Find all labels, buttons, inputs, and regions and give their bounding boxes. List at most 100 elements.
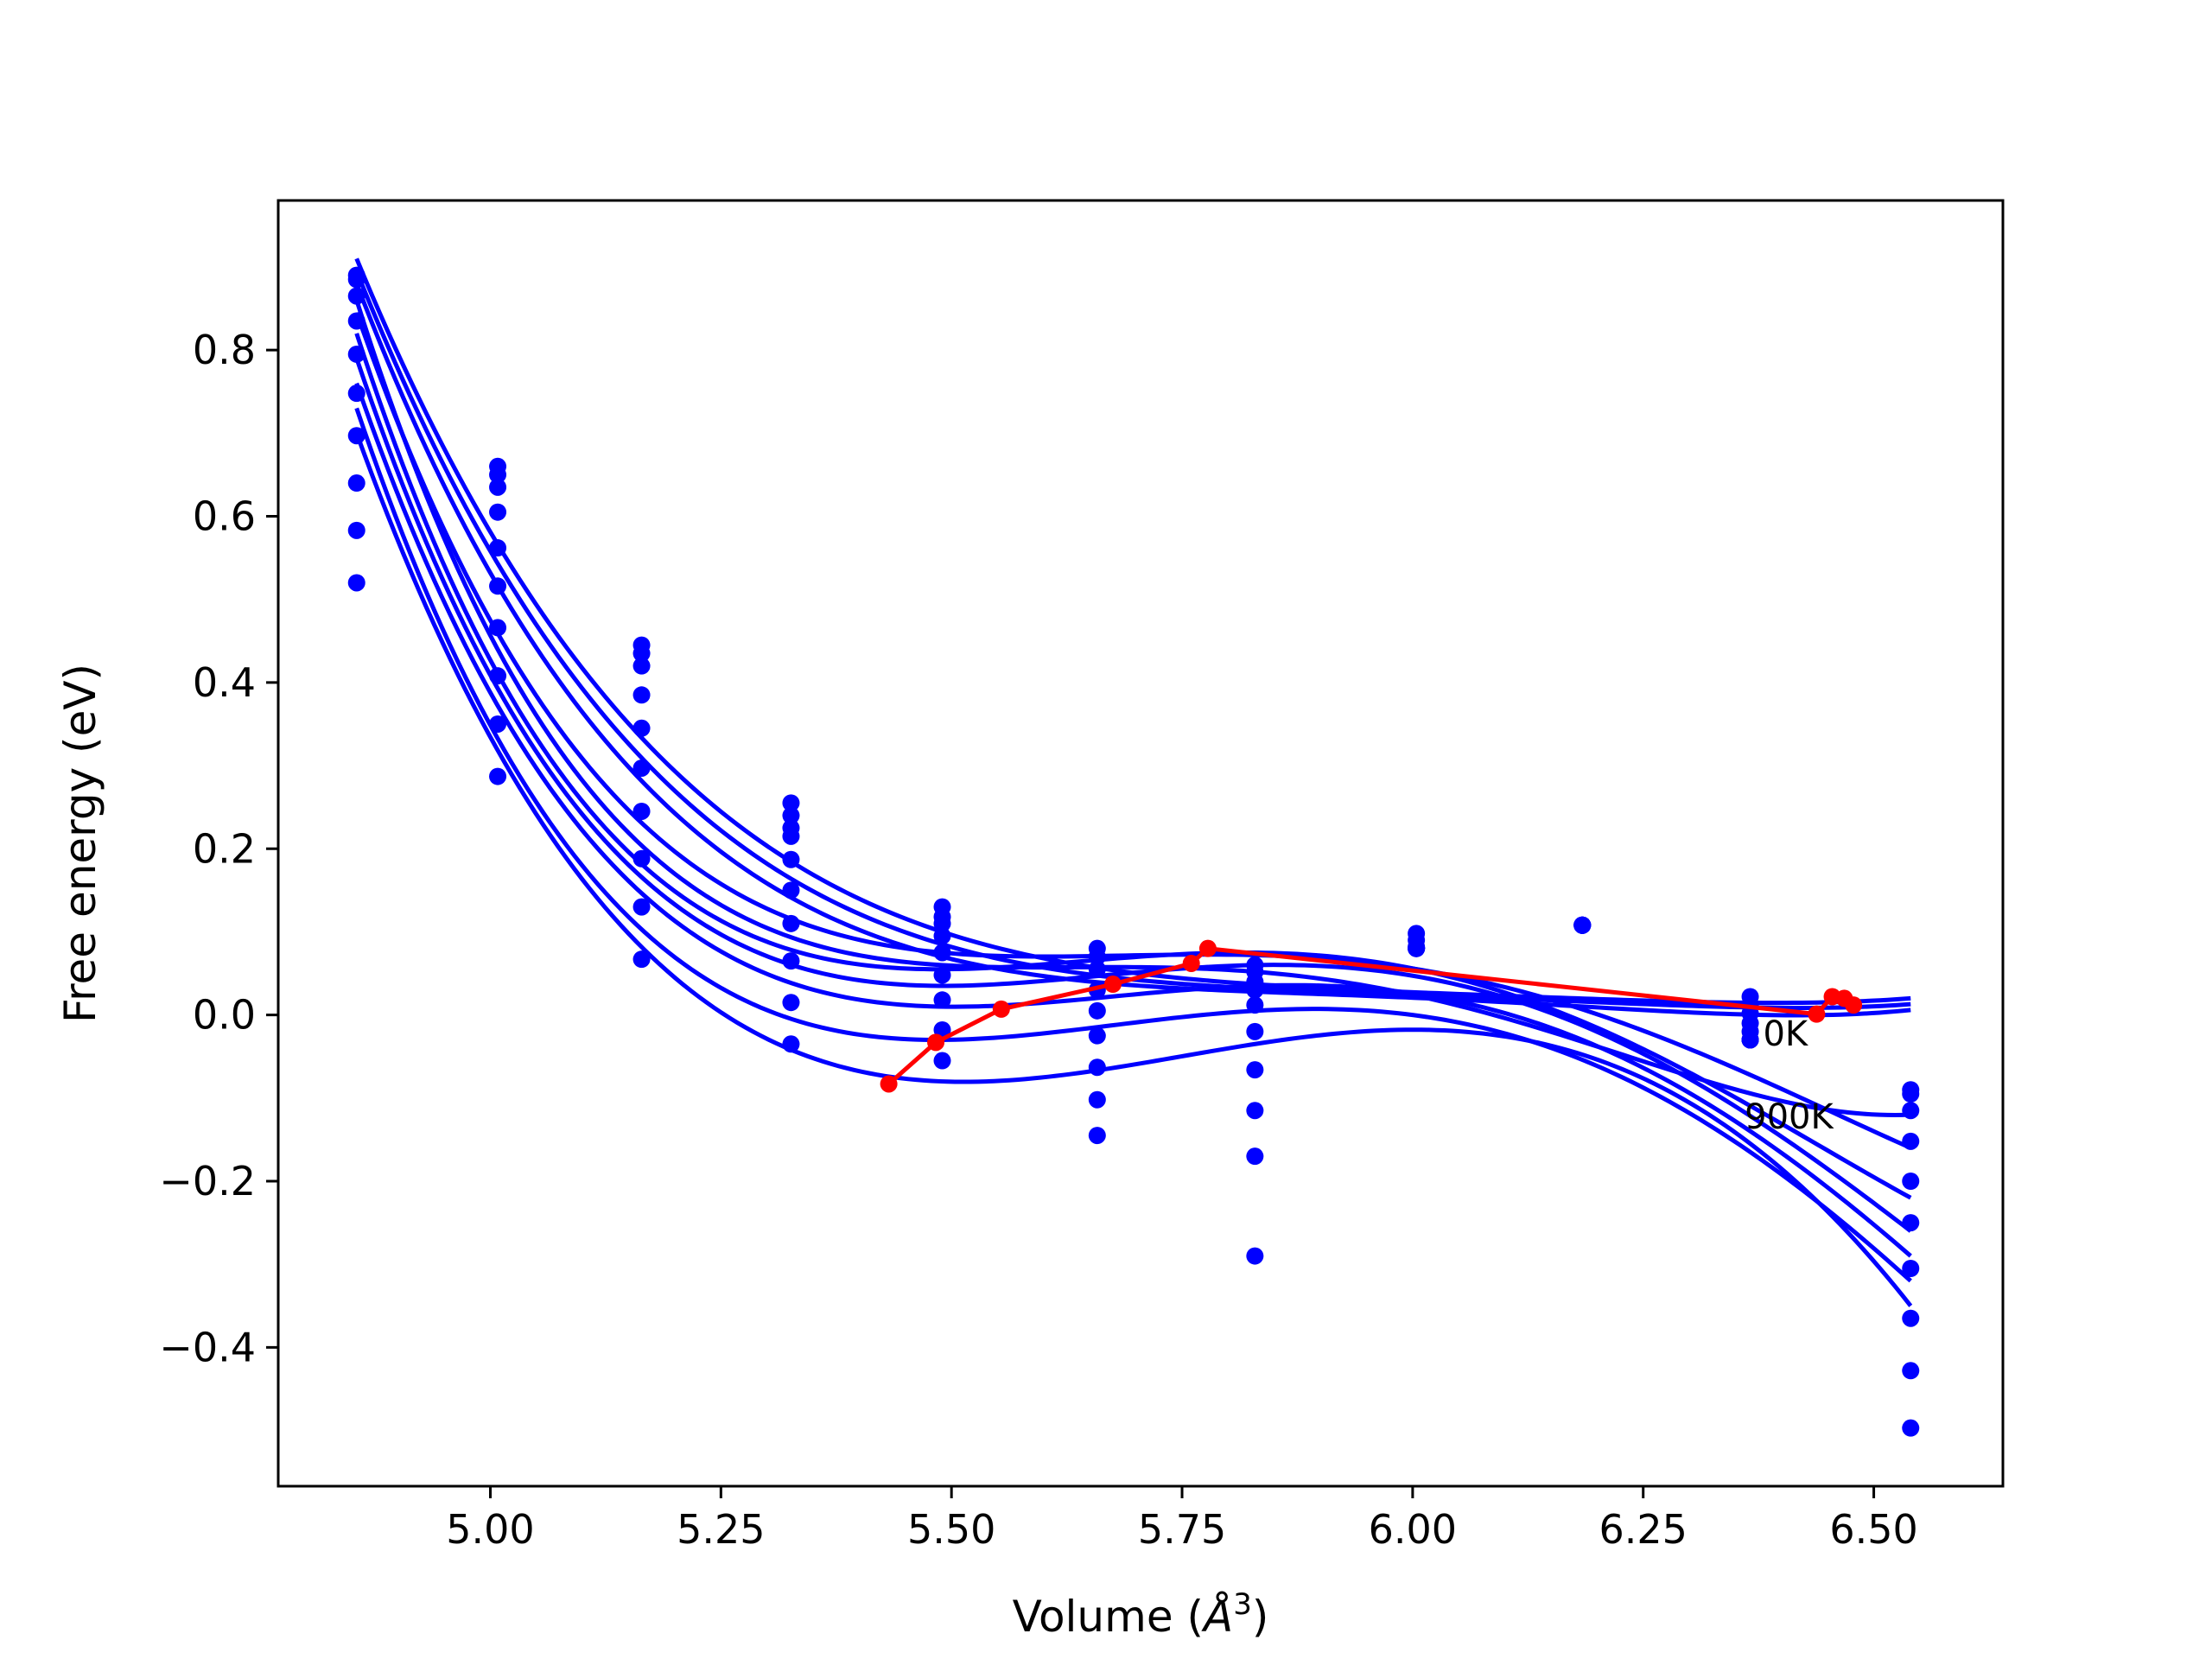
data-point-600K [632,802,651,820]
minima-line-group [880,939,1863,1093]
annotation-900K: 900K [1745,1097,1834,1137]
data-point-0K [782,794,800,812]
data-point-600K [1246,1061,1264,1079]
x-tick-label: 5.00 [446,1506,534,1553]
fit-curve-800K [354,407,1912,1283]
x-tick-label: 5.75 [1138,1506,1226,1553]
data-point-800K [1246,1147,1264,1166]
minima-point [880,1075,898,1093]
y-tick-label: 0.4 [193,659,256,706]
x-tick-label: 6.50 [1829,1506,1917,1553]
x-tick-label: 5.25 [677,1506,765,1553]
data-markers [347,266,1920,1437]
data-point-200K [489,478,507,496]
data-point-100K [347,270,365,289]
plot-frame [276,199,2005,1488]
minima-point [1808,1005,1826,1023]
fit-curve-700K [354,382,1912,1258]
minima-point [1182,954,1200,972]
data-point-400K [347,345,365,363]
data-point-900K [782,1035,800,1053]
fit-curves [354,257,1913,1307]
data-point-300K [1902,1132,1920,1150]
y-tick-label: 0.8 [193,327,256,373]
minima-point [927,1033,945,1052]
data-point-400K [1088,1001,1106,1020]
y-tick-label: 0.2 [193,825,256,872]
data-point-500K [933,966,951,984]
y-axis-ticks: −0.4 −0.2 0.0 0.2 0.4 0.6 0.8 [159,327,278,1370]
fit-curve-500K [354,333,1912,1200]
data-point-800K [782,994,800,1012]
minima-point [1198,939,1217,957]
data-point-400K [933,944,951,962]
x-tick-label: 6.00 [1369,1506,1457,1553]
data-point-900K [1573,916,1592,934]
data-point-100K [489,466,507,484]
data-point-300K [632,686,651,704]
fit-curve-300K [354,299,1911,1117]
data-point-100K [632,645,651,663]
minima-point [992,1000,1010,1018]
y-tick-label: 0.6 [193,493,256,540]
data-point-400K [1246,996,1264,1014]
data-point-600K [933,991,951,1009]
data-point-900K [632,950,651,969]
data-point-500K [489,577,507,595]
data-point-900K [1408,939,1426,957]
data-point-700K [1088,1090,1106,1109]
data-point-200K [1088,960,1106,978]
data-point-300K [782,827,800,845]
data-point-700K [1902,1309,1920,1327]
data-point-200K [933,914,951,932]
data-point-700K [347,474,365,493]
data-point-800K [933,1052,951,1070]
minima-point [1845,996,1863,1014]
data-point-900K [347,574,365,592]
data-point-400K [489,539,507,557]
data-point-900K [489,767,507,785]
data-point-900K [1246,1247,1264,1265]
data-point-100K [1902,1085,1920,1103]
data-point-500K [782,881,800,899]
data-point-500K [1246,1022,1264,1040]
data-point-300K [1246,981,1264,999]
fit-curve-600K [354,357,1912,1233]
data-point-300K [933,927,951,945]
fit-curve-900K [354,432,1913,1307]
data-point-100K [1088,948,1106,966]
data-point-800K [1088,1127,1106,1145]
data-point-400K [1902,1172,1920,1190]
data-point-700K [632,849,651,868]
y-axis-label: Free energy (eV) [55,664,105,1023]
data-point-800K [1902,1362,1920,1380]
data-point-300K [347,312,365,330]
data-point-600K [782,914,800,932]
data-point-600K [1902,1259,1920,1277]
data-point-900K [1902,1419,1920,1437]
data-point-100K [782,806,800,824]
data-point-500K [632,759,651,777]
data-point-600K [489,619,507,637]
x-tick-label: 5.50 [907,1506,995,1553]
data-point-500K [347,385,365,403]
data-point-900K [1741,1031,1759,1049]
data-point-200K [1902,1102,1920,1120]
data-point-700K [782,952,800,970]
data-point-700K [489,667,507,685]
data-point-300K [489,503,507,521]
data-point-800K [632,898,651,916]
data-point-500K [1902,1214,1920,1232]
data-point-700K [1246,1102,1264,1120]
data-point-600K [1088,1058,1106,1077]
data-point-200K [632,657,651,675]
fit-curve-200K [354,283,1911,1018]
x-tick-label: 6.25 [1599,1506,1688,1553]
annotations: 0K 900K [1745,1014,1834,1137]
data-point-400K [632,719,651,737]
data-point-400K [782,850,800,868]
x-axis-label: Volume (Å3) [1013,1587,1269,1642]
minima-point [1103,976,1122,994]
